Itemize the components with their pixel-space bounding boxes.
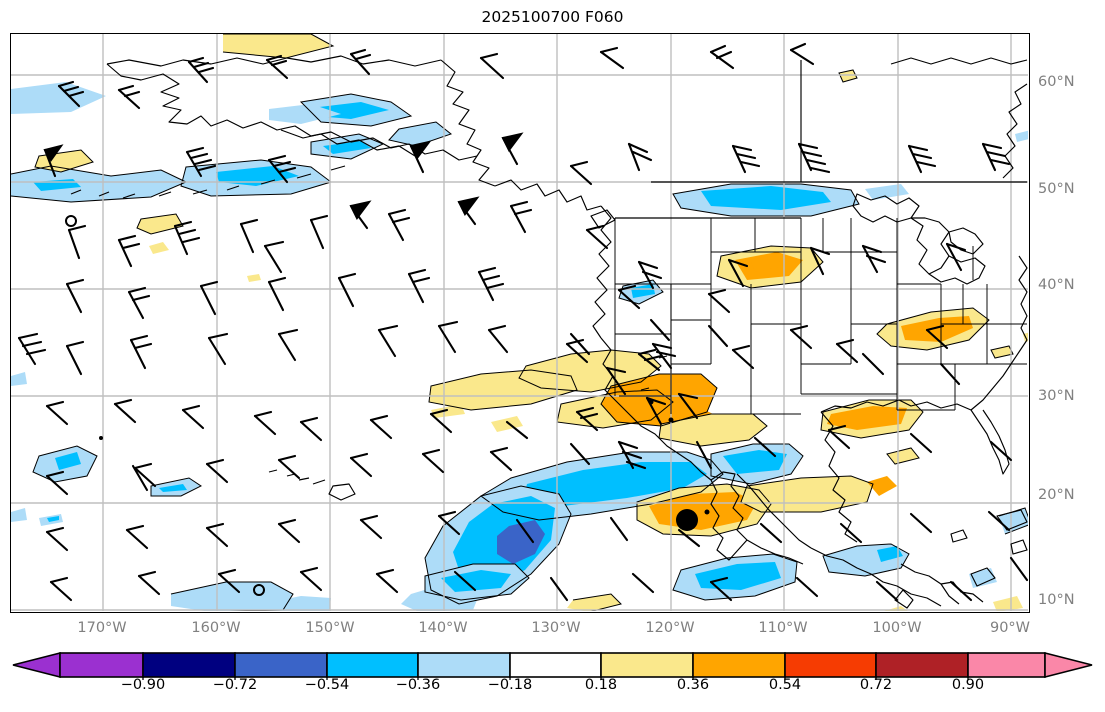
lat-label-10n: 10°N	[1038, 592, 1075, 608]
page-title: 2025100700 F060	[481, 8, 624, 26]
lon-label-110w: 110°W	[758, 620, 808, 636]
cb-tick-0-72: 0.72	[859, 677, 893, 693]
colorbar: −0.90 −0.72 −0.54 −0.36 −0.18 0.18 0.36 …	[0, 650, 1105, 712]
lon-label-150w: 150°W	[305, 620, 355, 636]
colorbar-segments	[12, 651, 1093, 679]
lon-label-90w: 90°W	[989, 620, 1031, 636]
lat-label-50n: 50°N	[1038, 181, 1075, 197]
lon-label-140w: 140°W	[418, 620, 468, 636]
lat-label-40n: 40°N	[1038, 277, 1075, 293]
cb-tick-0-54: 0.54	[768, 677, 802, 693]
lon-label-170w: 170°W	[77, 620, 127, 636]
lat-label-20n: 20°N	[1038, 487, 1075, 503]
map-plot-area	[10, 33, 1030, 613]
coastline-layer	[70, 55, 1028, 609]
lat-label-30n: 30°N	[1038, 388, 1075, 404]
cb-tick--0-54: −0.54	[304, 677, 350, 693]
cb-tick--0-90: −0.90	[120, 677, 166, 693]
lon-label-100w: 100°W	[872, 620, 922, 636]
colorbar-svg	[12, 651, 1093, 680]
cb-tick--0-36: −0.36	[395, 677, 441, 693]
cb-tick-0-36: 0.36	[676, 677, 710, 693]
map-svg	[11, 34, 1028, 611]
cb-tick--0-18: −0.18	[487, 677, 533, 693]
cb-tick-0-90: 0.90	[951, 677, 985, 693]
colorbar-tick-marks	[142, 677, 969, 680]
lon-label-130w: 130°W	[531, 620, 581, 636]
cb-tick--0-72: −0.72	[212, 677, 258, 693]
cb-tick-0-18: 0.18	[584, 677, 618, 693]
lon-label-120w: 120°W	[645, 620, 695, 636]
lon-label-160w: 160°W	[191, 620, 241, 636]
wind-barb-layer	[17, 42, 1028, 602]
contour-line-layer	[11, 34, 1028, 611]
lat-label-60n: 60°N	[1038, 74, 1075, 90]
